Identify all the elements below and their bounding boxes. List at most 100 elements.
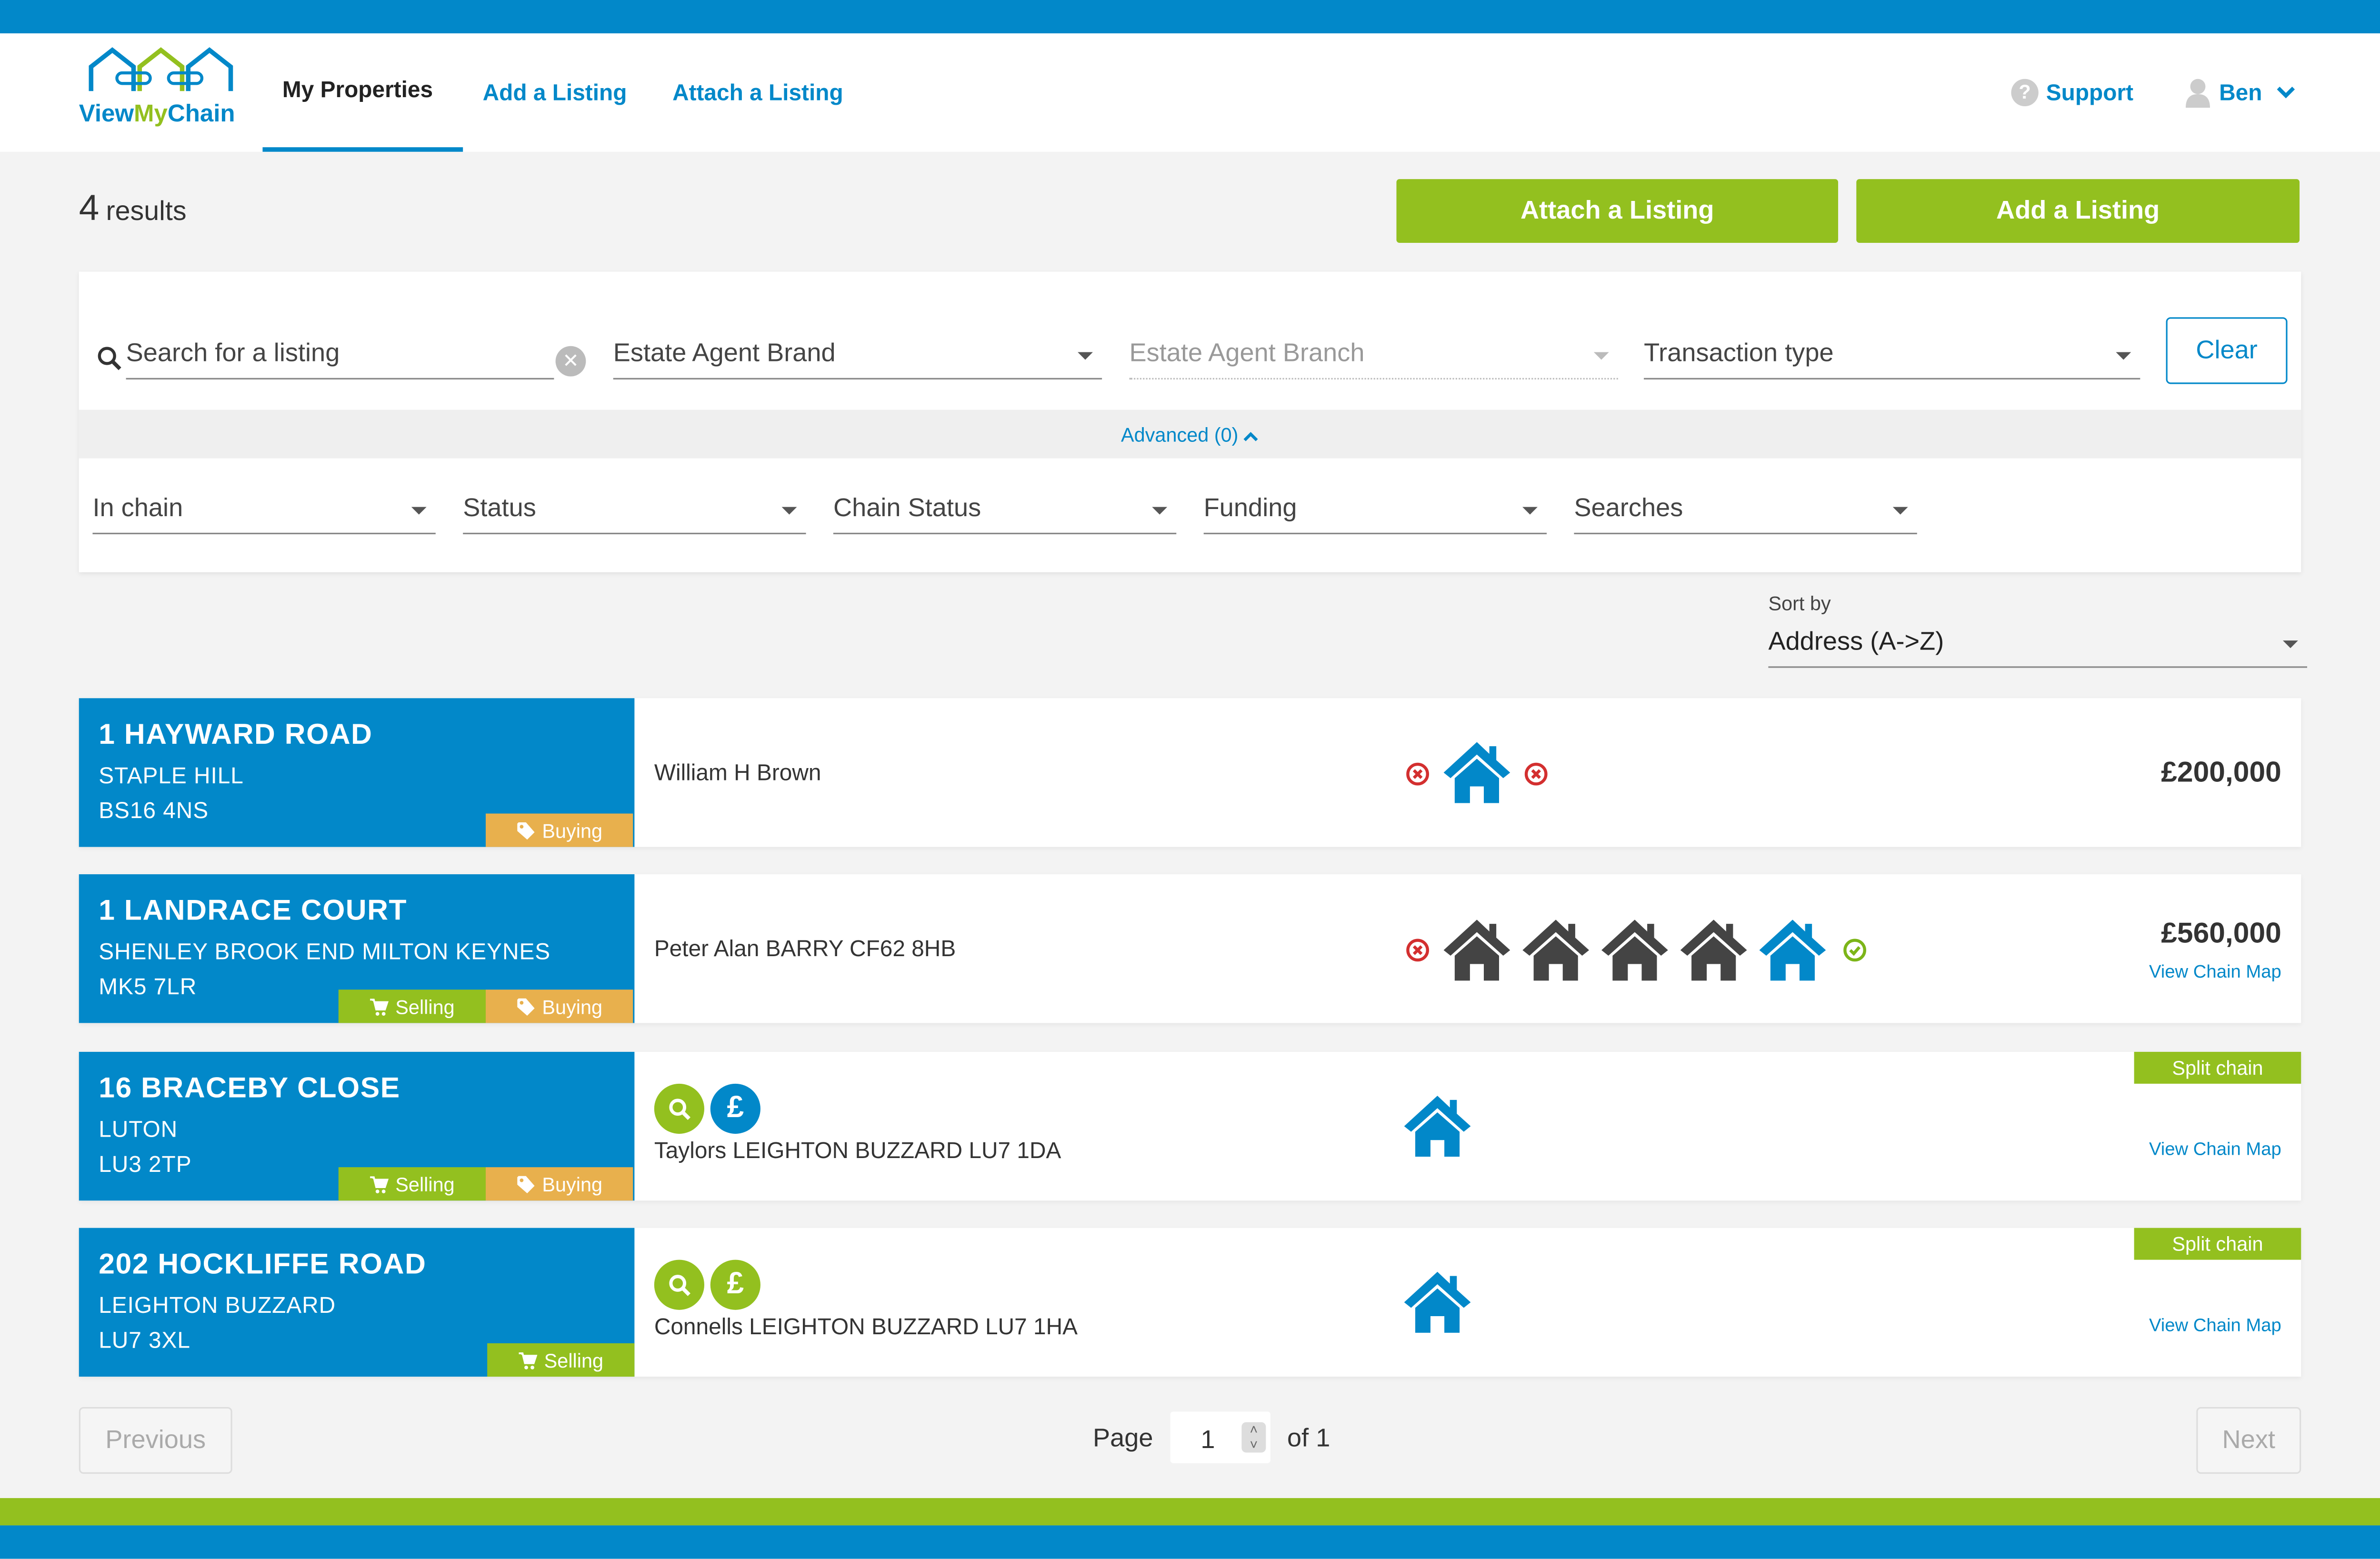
listing-row[interactable]: 1 HAYWARD ROAD STAPLE HILL BS16 4NS Buyi… xyxy=(79,698,2301,847)
search-input[interactable]: Search for a listing xyxy=(126,339,554,380)
filter-card: Search for a listing ✕ Estate Agent Bran… xyxy=(79,271,2301,572)
support-link[interactable]: Support xyxy=(2046,80,2134,107)
listing-address-panel: 16 BRACEBY CLOSE LUTON LU3 2TP Selling B… xyxy=(79,1051,635,1201)
price: £560,000 xyxy=(2161,918,2281,950)
user-menu[interactable]: Ben xyxy=(2219,80,2262,107)
search-icon xyxy=(98,347,121,370)
count-label: results xyxy=(106,196,187,226)
advanced-band: Advanced (0) xyxy=(79,410,2301,459)
tag-label: Selling xyxy=(395,995,455,1018)
funding-icon: £ xyxy=(710,1259,760,1310)
split-chain-badge: Split chain xyxy=(2134,1051,2301,1084)
support-icon: ? xyxy=(2011,79,2039,107)
chain-house xyxy=(1440,741,1513,805)
area: LEIGHTON BUZZARD xyxy=(99,1293,336,1319)
user-chevron xyxy=(2277,87,2295,99)
previous-button[interactable]: Previous xyxy=(79,1407,232,1474)
listing-row[interactable]: 202 HOCKLIFFE ROAD LEIGHTON BUZZARD LU7 … xyxy=(79,1228,2301,1377)
filter-select[interactable]: Funding xyxy=(1203,493,1547,534)
listing-address-panel: 1 LANDRACE COURT SHENLEY BROOK END MILTO… xyxy=(79,874,635,1023)
view-chain-map[interactable]: View Chain Map xyxy=(2149,960,2281,982)
tag-buying: Buying xyxy=(486,1167,633,1201)
user-icon xyxy=(2186,79,2210,108)
logo-text: Chain xyxy=(167,101,235,128)
page-label: Page xyxy=(1093,1423,1153,1453)
select-label: Funding xyxy=(1203,493,1297,522)
select-label: Status xyxy=(463,493,536,522)
chain-house xyxy=(1520,918,1592,982)
sort-value: Address (A->Z) xyxy=(1768,627,1944,656)
chain-house xyxy=(1598,918,1671,982)
tag-selling: Selling xyxy=(487,1343,635,1377)
select-label: Estate Agent Brand xyxy=(613,338,836,368)
agent: Connells LEIGHTON BUZZARD LU7 1HA xyxy=(654,1314,1078,1340)
page-number: 1 xyxy=(1200,1425,1215,1454)
address: 202 HOCKLIFFE ROAD xyxy=(99,1249,427,1281)
address: 16 BRACEBY CLOSE xyxy=(99,1073,400,1105)
nav-link-active[interactable]: My Properties xyxy=(282,77,433,103)
postcode: LU3 2TP xyxy=(99,1152,192,1178)
tag-label: Buying xyxy=(542,995,603,1018)
select-label: In chain xyxy=(92,493,183,522)
top-bar xyxy=(0,0,2380,34)
listing-row[interactable]: 1 LANDRACE COURT SHENLEY BROOK END MILTO… xyxy=(79,874,2301,1023)
chain-complete xyxy=(1843,938,1867,962)
footer-green-bar xyxy=(0,1498,2380,1526)
footer-blue-bar xyxy=(0,1525,2380,1559)
tag-buying: Buying xyxy=(486,989,633,1023)
transaction-select[interactable]: Transaction type xyxy=(1644,339,2140,380)
funding-icon: £ xyxy=(710,1083,760,1134)
sort-label: Sort by xyxy=(1768,592,1831,615)
chain-house xyxy=(1677,918,1750,982)
area: LUTON xyxy=(99,1117,178,1143)
postcode: BS16 4NS xyxy=(99,798,209,824)
chain-break xyxy=(1406,762,1430,786)
postcode: MK5 7LR xyxy=(99,974,197,1000)
chain-break xyxy=(1524,762,1548,786)
tag-label: Selling xyxy=(544,1349,604,1371)
filter-select[interactable]: Searches xyxy=(1574,493,1917,534)
logo-text: My xyxy=(134,101,168,128)
filter-select[interactable]: Chain Status xyxy=(833,493,1177,534)
active-underline xyxy=(262,147,463,152)
brand-select[interactable]: Estate Agent Brand xyxy=(613,339,1102,380)
area: STAPLE HILL xyxy=(99,763,244,789)
page-input[interactable]: 1 ˄ ˅ xyxy=(1170,1411,1270,1463)
tag-label: Buying xyxy=(542,819,603,842)
tag-selling: Selling xyxy=(338,1167,486,1201)
advanced-label: Advanced (0) xyxy=(1121,423,1239,447)
nav-link[interactable]: Add a Listing xyxy=(482,80,627,107)
advanced-toggle[interactable]: Advanced (0) xyxy=(79,423,2301,446)
select-label: Chain Status xyxy=(833,493,981,522)
clear-search[interactable]: ✕ xyxy=(555,346,586,377)
agent: William H Brown xyxy=(654,760,821,787)
results-count: 4 results xyxy=(79,188,187,230)
clear-button[interactable]: Clear xyxy=(2166,317,2288,384)
tag-label: Buying xyxy=(542,1172,603,1196)
view-chain-map[interactable]: View Chain Map xyxy=(2149,1138,2281,1160)
nav-link[interactable]: Attach a Listing xyxy=(672,80,843,107)
price: £200,000 xyxy=(2161,757,2281,789)
next-button[interactable]: Next xyxy=(2196,1407,2301,1474)
add-button[interactable]: Add a Listing xyxy=(1856,179,2300,243)
filter-select[interactable]: In chain xyxy=(92,493,436,534)
searches-icon xyxy=(654,1083,704,1134)
logo[interactable]: ViewMyChain xyxy=(79,46,246,129)
chain-house xyxy=(1401,1094,1474,1158)
logo-mark xyxy=(89,47,233,91)
count: 4 xyxy=(79,188,100,230)
sort-select[interactable]: Address (A->Z) xyxy=(1768,627,2307,668)
view-chain-map[interactable]: View Chain Map xyxy=(2149,1314,2281,1336)
tag-buying: Buying xyxy=(486,813,633,847)
chain-house xyxy=(1401,1270,1474,1334)
attach-button[interactable]: Attach a Listing xyxy=(1396,179,1839,243)
listing-address-panel: 1 HAYWARD ROAD STAPLE HILL BS16 4NS Buyi… xyxy=(79,698,635,847)
filter-select[interactable]: Status xyxy=(463,493,806,534)
agent: Taylors LEIGHTON BUZZARD LU7 1DA xyxy=(654,1138,1061,1164)
listing-row[interactable]: 16 BRACEBY CLOSE LUTON LU3 2TP Selling B… xyxy=(79,1051,2301,1201)
searches-icon xyxy=(654,1259,704,1310)
listing-address-panel: 202 HOCKLIFFE ROAD LEIGHTON BUZZARD LU7 … xyxy=(79,1228,635,1377)
select-label: Transaction type xyxy=(1644,338,1834,368)
